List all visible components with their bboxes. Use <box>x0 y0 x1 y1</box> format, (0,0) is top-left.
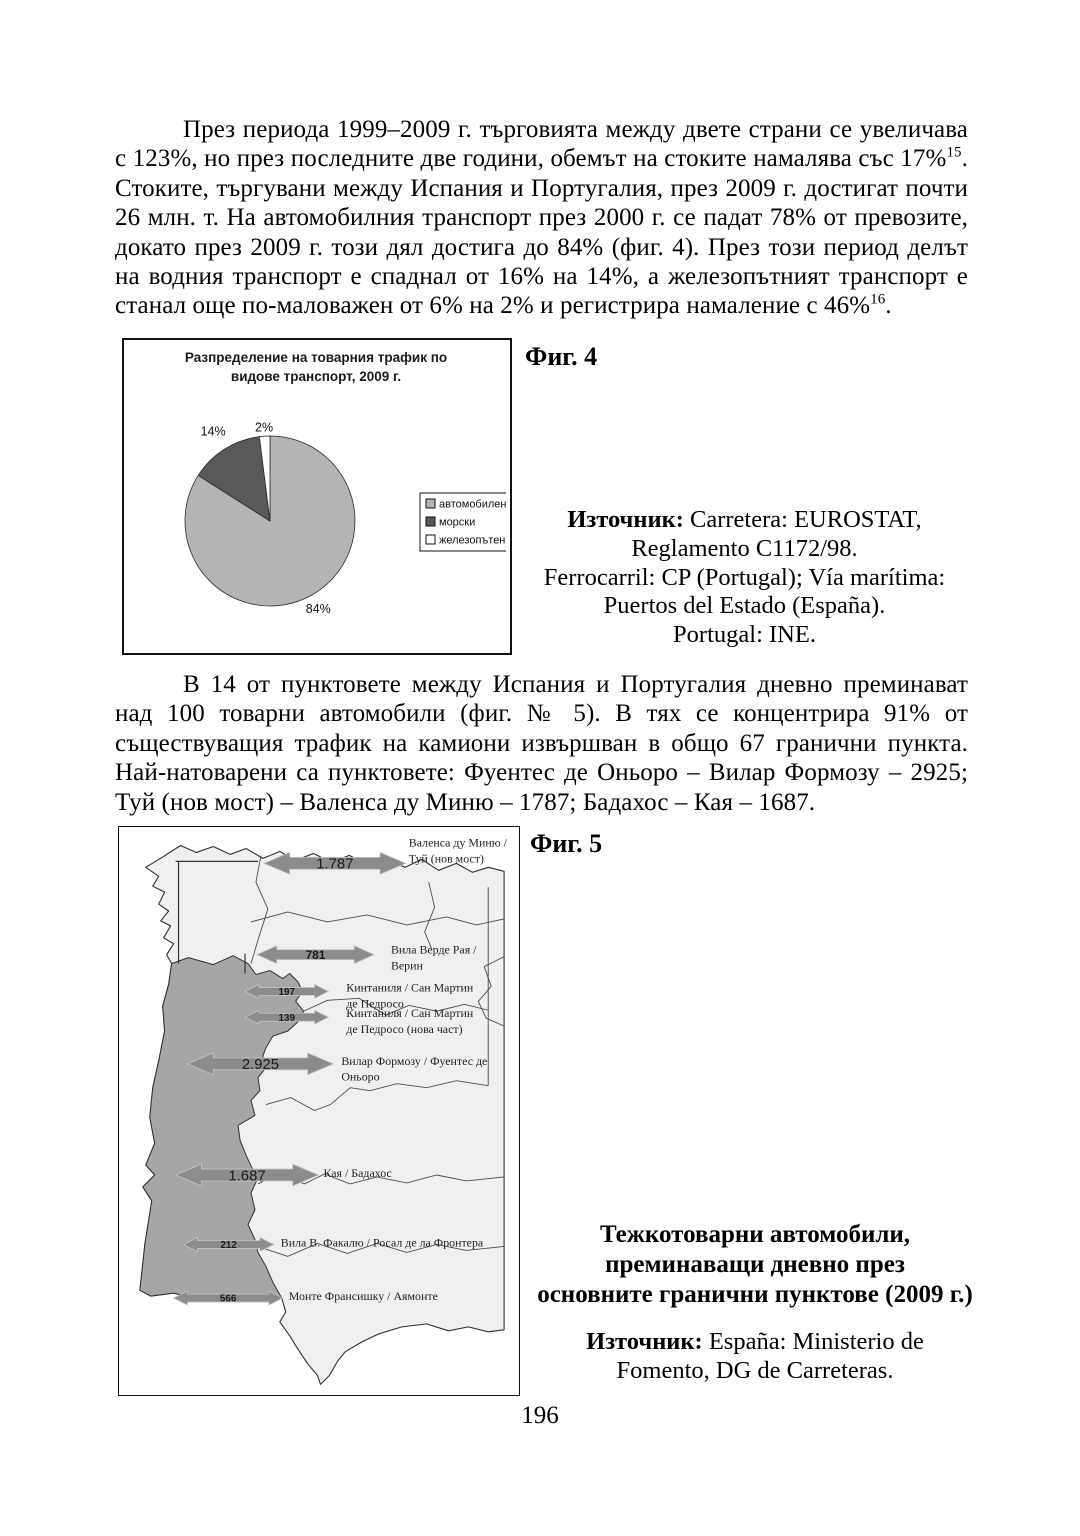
body-paragraph-1: През периода 1999–2009 г. търговията меж… <box>115 116 968 320</box>
traffic-arrow <box>182 1236 275 1253</box>
figure-5-caption: Тежкотоварни автомобили, преминаващи дне… <box>537 1221 973 1308</box>
region-border <box>257 1243 505 1257</box>
traffic-arrow-value: 566 <box>220 1294 237 1305</box>
crossing-label: де Педросо (нова част) <box>346 1022 462 1036</box>
traffic-arrow <box>186 1052 335 1076</box>
crossing-label: Туй (нов мост) <box>409 851 484 865</box>
crossing-label: Вилар Формозу / Фуентес де <box>341 1054 487 1068</box>
footnote-ref: 15 <box>946 145 962 162</box>
traffic-arrow-value: 2.925 <box>242 1057 279 1073</box>
region-border <box>250 911 505 926</box>
traffic-arrow <box>172 1290 284 1306</box>
figure-4-source: Източник: Carretera: EUROSTAT, Reglamento… <box>543 506 946 649</box>
crossing-label: Валенса ду Миню / <box>409 835 508 849</box>
legend-swatch-автомобилен <box>425 498 436 509</box>
crossing-label: Оньоро <box>341 1070 379 1084</box>
pie-slice-морски <box>197 436 271 522</box>
traffic-arrow-value: 212 <box>220 1240 237 1251</box>
legend-label: морски <box>439 517 475 529</box>
region-border <box>303 997 489 1016</box>
source-label: Източник: <box>567 506 691 533</box>
page-number: 196 <box>521 1402 559 1429</box>
pie-slice-label: 2% <box>255 421 273 435</box>
portugal-region <box>139 955 305 1301</box>
crossing-label: Верин <box>391 959 424 973</box>
traffic-arrow <box>255 945 376 965</box>
region-border <box>265 1080 489 1111</box>
pie-slice-label: 84% <box>306 602 331 616</box>
footnote-ref: 16 <box>870 292 886 309</box>
legend-label: железопътен <box>439 535 505 547</box>
pie-chart-title: видове транспорт, 2009 г. <box>231 369 401 384</box>
legend-label: автомобилен <box>439 499 506 511</box>
border-map-svg: 1.787 Валенса ду Миню / Туй (нов мост) 781 В… <box>139 835 508 1385</box>
crossing-label: Кинтаниля / Сан Мартин <box>346 980 474 994</box>
crossing-label: Кинтаниля / Сан Мартин <box>346 1006 474 1020</box>
traffic-arrow-value: 139 <box>278 1013 295 1024</box>
figure-4-label: Фиг. 4 <box>525 342 598 371</box>
traffic-arrow <box>244 983 330 999</box>
traffic-arrow <box>244 1009 330 1025</box>
body-paragraph-2: В 14 от пунктовете между Испания и Порту… <box>115 671 968 816</box>
traffic-arrow <box>174 1163 320 1187</box>
figure-5-frame: 1.787 Валенса ду Миню / Туй (нов мост) 781 В… <box>118 826 520 1396</box>
region-border <box>424 882 436 949</box>
traffic-arrow-value: 1.687 <box>228 1168 265 1184</box>
traffic-arrow-value: 1.787 <box>316 857 353 873</box>
figure-5-label: Фиг. 5 <box>530 829 603 858</box>
region-border <box>250 855 269 964</box>
crossing-label: Вила В. Факалю / Росал де ла Фронтера <box>281 1235 484 1249</box>
figure-5-source: Източник: España: Ministerio de Fomento, … <box>586 1328 924 1384</box>
figure-4-frame: Разпределение на товарния трафик по видов… <box>122 338 512 655</box>
pie-slice-железопътен <box>258 435 271 522</box>
crossing-label: Монте Франсишку / Аямонте <box>289 1289 438 1303</box>
pie-slice-label: 14% <box>201 424 226 438</box>
source-label: Източник: <box>586 1328 709 1355</box>
pie-chart-svg: Разпределение на товарния трафик по видов… <box>184 350 506 616</box>
crossing-label: де Педросо <box>346 996 404 1010</box>
region-border <box>477 956 505 1027</box>
pie-chart-title: Разпределение на товарния трафик по <box>185 350 447 365</box>
legend-swatch-морски <box>425 516 436 527</box>
crossing-label: Вила Верде Рая / <box>391 943 477 957</box>
legend-swatch-железопътен <box>425 534 436 545</box>
traffic-arrow <box>262 851 407 875</box>
traffic-arrow-value: 781 <box>306 948 326 962</box>
crossing-label: Кая / Бадахос <box>323 1166 391 1180</box>
traffic-arrow-value: 197 <box>278 987 295 998</box>
